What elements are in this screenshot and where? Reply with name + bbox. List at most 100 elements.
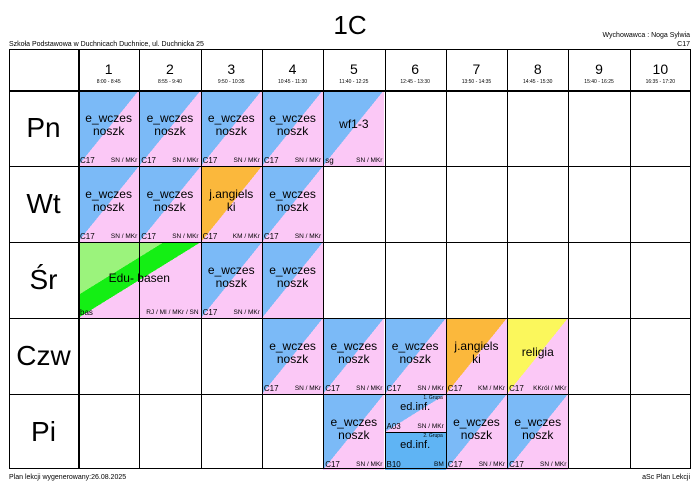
period-number: 1: [104, 61, 113, 77]
lesson-cell[interactable]: ed.inf. 1. Grupa A03 SN / MKr: [384, 394, 446, 432]
lesson-teachers: SN / MKr: [294, 157, 322, 164]
lesson-cell[interactable]: e_wczes noszk C17 SN / MKr: [261, 318, 324, 394]
lesson-room: C17: [80, 156, 95, 165]
lesson-subject: j.angiels ki: [454, 339, 499, 366]
lesson-room: B10: [386, 460, 401, 469]
period-time: 16:35 - 17:20: [645, 79, 676, 85]
lesson-teachers: SN / MKr: [417, 423, 444, 430]
period-time: 11:40 - 12:25: [339, 79, 369, 85]
day-label: Pi: [31, 416, 56, 447]
lesson-subject: e_wczes noszk: [453, 415, 500, 442]
period-time: 10:45 - 11:30: [277, 79, 308, 85]
grid-line: [9, 49, 691, 50]
lesson-cell[interactable]: j.angiels ki C17 KM / MKr: [445, 318, 508, 394]
day-label: Śr: [29, 264, 58, 295]
lesson-room: C17: [325, 460, 340, 469]
lesson-cell[interactable]: e_wczes noszk C17 SN / MKr: [78, 166, 140, 242]
grid-line: [445, 49, 447, 469]
period-header: 1 8:00 - 8:45: [78, 49, 139, 90]
day-label: Pn: [26, 112, 61, 143]
lesson-room: C17: [141, 156, 156, 165]
grid-line: [78, 49, 80, 469]
lesson-teachers: RJ / MI / MKr / SN: [146, 309, 199, 316]
timetable-grid: 1 8:00 - 8:45 2 8:55 - 9:40 3 9:50 - 10:35 4 10…: [9, 49, 691, 470]
lesson-cell[interactable]: ed.inf. 2. Grupa B10 BM: [384, 432, 446, 470]
lesson-subject: e_wczes noszk: [514, 415, 562, 442]
period-header: 10 16:35 - 17:20: [630, 49, 691, 90]
lesson-cell[interactable]: e_wczes noszk C17 SN / MKr: [445, 394, 508, 470]
lesson-room: C17: [263, 384, 279, 393]
lesson-room: C17: [141, 232, 156, 241]
period-number: 3: [227, 61, 236, 77]
period-time: 13:50 - 14:35: [461, 79, 492, 85]
lesson-cell[interactable]: e_wczes noszk C17 SN / MKr: [261, 166, 324, 242]
period-number: 6: [411, 61, 420, 77]
period-number: 5: [349, 61, 358, 77]
lesson-teachers: SN / MKr: [110, 157, 138, 164]
lesson-group: 1. Grupa: [423, 395, 443, 401]
grid-line: [629, 49, 631, 469]
period-header: 3 9:50 - 10:35: [201, 49, 262, 90]
lesson-room: C17: [80, 232, 95, 241]
period-header: 4 10:45 - 11:30: [262, 49, 323, 90]
lesson-cell[interactable]: e_wczes noszk C17 SN / MKr: [200, 90, 262, 166]
lesson-cell[interactable]: e_wczes noszk C17 SN / MKr: [261, 90, 324, 166]
period-header: 8 14:45 - 15:30: [507, 49, 568, 90]
grid-line: [323, 49, 325, 469]
period-number: 10: [652, 61, 669, 77]
lesson-subject: e_wczes noszk: [207, 263, 255, 290]
lesson-cell[interactable]: religia C17 KKról / MKr: [507, 318, 569, 394]
period-header: 7 13:50 - 14:35: [446, 49, 507, 90]
lesson-subject: ed.inf.: [400, 439, 431, 451]
lesson-subject: religia: [521, 345, 554, 359]
lesson-subject: j.angiels ki: [209, 187, 254, 214]
lesson-room: C17: [263, 232, 279, 241]
lesson-teachers: SN / MKr: [172, 233, 199, 240]
class-teacher: Wychowawca : Noga Sylwia: [602, 32, 690, 39]
lesson-room: C17: [325, 384, 340, 393]
grid-line: [9, 468, 691, 469]
lesson-cell[interactable]: e_wczes noszk C17 SN / MKr: [200, 242, 262, 318]
period-number: 4: [288, 61, 297, 77]
lesson-teachers: SN / MKr: [110, 233, 138, 240]
period-time: 14:45 - 15:30: [523, 79, 553, 85]
lesson-cell[interactable]: e_wczes noszk C17 SN / MKr: [139, 166, 201, 242]
lesson-cell[interactable]: j.angiels ki C17 KM / MKr: [200, 166, 262, 242]
lesson-teachers: SN / MKr: [356, 461, 383, 468]
software-name: aSc Plan Lekcji: [642, 474, 690, 481]
period-time: 15:40 - 16:25: [584, 79, 614, 85]
lesson-cell[interactable]: wf1-3 sg SN / MKr: [323, 90, 385, 166]
day-label: Wt: [26, 188, 61, 219]
lesson-room: C17: [202, 232, 218, 241]
lesson-subject: e_wczes noszk: [269, 263, 316, 290]
lesson-cell[interactable]: e_wczes noszk C17 SN / MKr: [384, 318, 446, 394]
lesson-room: C17: [202, 156, 218, 165]
lesson-cell[interactable]: e_wczes noszk C17 SN / MKr: [323, 318, 385, 394]
generated-date: Plan lekcji wygenerowany:26.08.2025: [9, 474, 127, 481]
lesson-room: C17: [202, 308, 218, 317]
lesson-cell[interactable]: e_wczes noszk: [261, 242, 324, 318]
lesson-subject: e_wczes noszk: [391, 339, 439, 366]
lesson-cell[interactable]: e_wczes noszk C17 SN / MKr: [139, 90, 201, 166]
lesson-subject: e_wczes noszk: [330, 415, 378, 442]
lesson-subject: e_wczes noszk: [269, 339, 316, 366]
lesson-teachers: BM: [434, 461, 444, 468]
grid-line: [200, 49, 202, 469]
period-header: 2 8:55 - 9:40: [139, 49, 200, 90]
lesson-cell[interactable]: e_wczes noszk C17 SN / MKr: [323, 394, 385, 470]
period-header: 5 11:40 - 12:25: [323, 49, 384, 90]
lesson-room: C17: [386, 384, 402, 393]
lesson-teachers: SN / MKr: [540, 461, 567, 468]
grid-line: [690, 49, 691, 469]
lesson-room: C17: [509, 460, 524, 469]
lesson-cell[interactable]: e_wczes noszk C17 SN / MKr: [507, 394, 569, 470]
lesson-teachers: SN / MKr: [294, 385, 322, 392]
lesson-subject: Edu- basen: [108, 271, 170, 285]
lesson-teachers: SN / MKr: [233, 157, 260, 164]
lesson-cell[interactable]: e_wczes noszk C17 SN / MKr: [78, 90, 140, 166]
lesson-subject: e_wczes noszk: [330, 339, 378, 366]
day-label: Czw: [16, 340, 71, 371]
lesson-room: sg: [325, 156, 334, 165]
lesson-group: 2. Grupa: [423, 433, 443, 439]
lesson-teachers: SN / MKr: [478, 461, 506, 468]
